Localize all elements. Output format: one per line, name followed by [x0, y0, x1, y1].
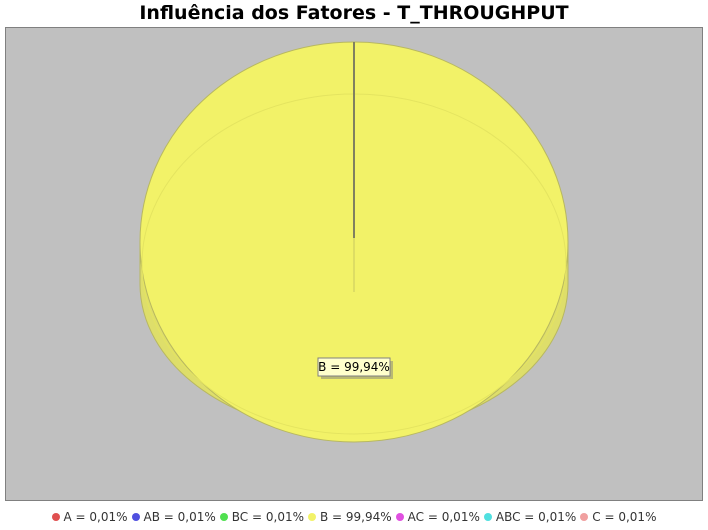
legend-swatch [580, 513, 589, 521]
legend-item-bc: BC = 0,01% [219, 510, 304, 524]
legend-item-c: C = 0,01% [580, 510, 656, 524]
legend: A = 0,01% AB = 0,01% BC = 0,01% B = 99,94% A… [0, 510, 708, 524]
legend-item-b: B = 99,94% [308, 510, 392, 524]
legend-swatch [483, 513, 492, 521]
slice-label-b: B = 99,94% [317, 357, 393, 379]
legend-item-a: A = 0,01% [51, 510, 128, 524]
legend-label: C = 0,01% [592, 510, 657, 524]
chart-title: Influência dos Fatores - T_THROUGHPUT [139, 2, 569, 24]
legend-swatch [219, 513, 228, 521]
legend-swatch [395, 513, 404, 521]
legend-item-abc: ABC = 0,01% [483, 510, 577, 524]
legend-swatch [308, 513, 316, 521]
legend-label: BC = 0,01% [231, 510, 304, 524]
legend-swatch [51, 513, 60, 521]
legend-label: AB = 0,01% [143, 510, 216, 524]
legend-label: B = 99,94% [320, 510, 392, 524]
legend-item-ac: AC = 0,01% [395, 510, 480, 524]
legend-item-ab: AB = 0,01% [131, 510, 216, 524]
legend-label: ABC = 0,01% [495, 510, 577, 524]
legend-swatch [131, 513, 140, 521]
slice-label-b-text: B = 99,94% [318, 360, 390, 374]
legend-label: A = 0,01% [63, 510, 128, 524]
legend-label: AC = 0,01% [407, 510, 480, 524]
